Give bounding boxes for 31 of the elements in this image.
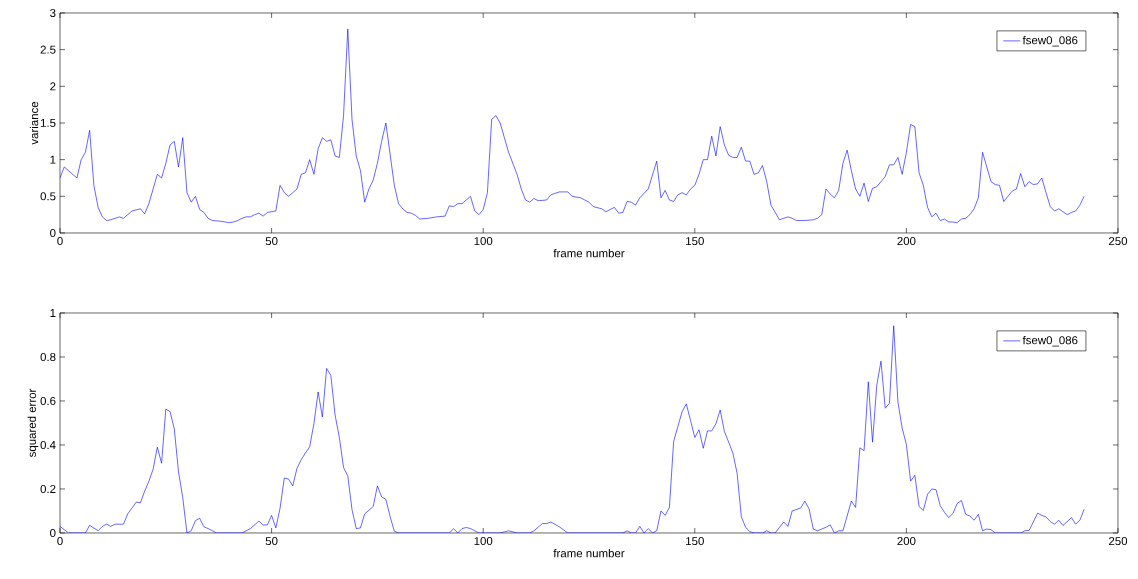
x-tick-label: 150 [686, 237, 704, 246]
y-tick-label: 0.2 [40, 484, 56, 494]
y-tick-label: 2 [50, 82, 56, 91]
y-tick-label: 1 [50, 155, 56, 164]
y-tick-label: 0.6 [40, 396, 56, 406]
y-tick-label: 3 [50, 8, 56, 18]
x-tick-label: 250 [1109, 537, 1128, 546]
x-tick-label: 100 [474, 537, 493, 546]
x-tick-label: 200 [897, 537, 916, 546]
y-tick-label: 0 [50, 228, 56, 238]
x-tick-label: 0 [57, 237, 63, 246]
y-axis-title: squared error [27, 388, 39, 458]
y-tick-label: 0 [50, 528, 56, 538]
x-axis-title: frame number [553, 548, 625, 558]
x-tick-label: 250 [1109, 237, 1128, 246]
legend-label: fsew0_086 [1022, 335, 1078, 347]
y-tick-label: 0.5 [40, 192, 56, 201]
y-tick-label: 1.5 [40, 119, 56, 127]
x-tick-label: 50 [265, 537, 278, 546]
y-tick-label: 1 [50, 309, 56, 317]
x-tick-label: 0 [57, 537, 63, 546]
x-tick-label: 200 [897, 237, 916, 246]
x-axis-title: frame number [553, 248, 625, 258]
legend-label: fsew0_086 [1022, 35, 1078, 47]
y-tick-label: 2.5 [40, 45, 56, 54]
y-tick-label: 0.4 [40, 440, 56, 450]
x-tick-label: 150 [686, 537, 704, 546]
y-axis-title: variance [29, 101, 39, 145]
y-tick-label: 0.8 [40, 352, 56, 362]
x-tick-label: 100 [474, 237, 493, 246]
x-tick-label: 50 [265, 237, 278, 246]
